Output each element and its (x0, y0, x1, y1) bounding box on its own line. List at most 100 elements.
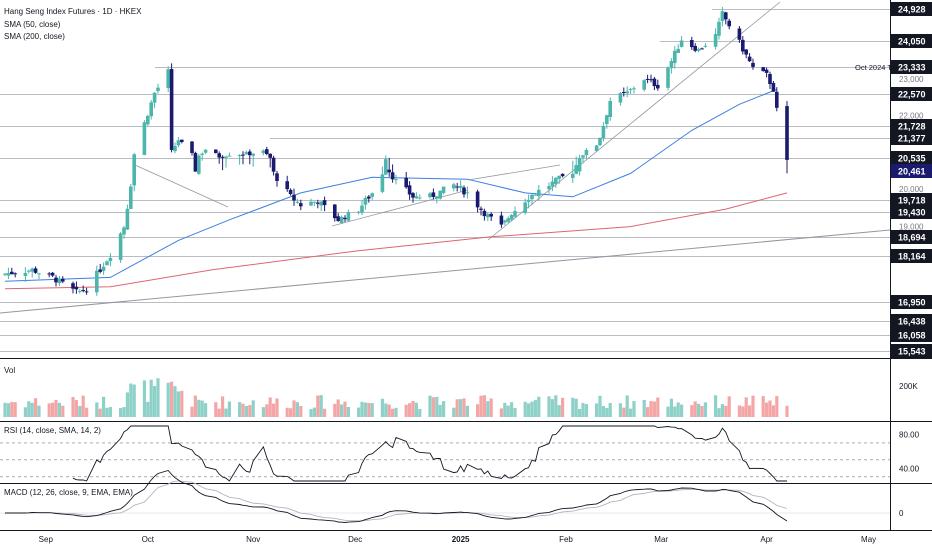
last-price-badge (891, 164, 932, 178)
trendline-oct-consolidation (134, 164, 229, 208)
volume-bar (595, 403, 599, 417)
candle-body (237, 155, 242, 157)
level-price-label: 19,718 (898, 196, 926, 206)
volume-bars (3, 378, 789, 417)
candle-body (54, 277, 58, 283)
candle-body (394, 179, 398, 181)
volume-bar (10, 402, 14, 417)
volume-bar (625, 395, 629, 417)
candle-body (360, 205, 364, 213)
volume-bar (438, 404, 442, 417)
candle-body (333, 204, 337, 219)
volume-bar (217, 408, 221, 417)
candle-body (679, 40, 684, 47)
volume-bar (316, 395, 320, 417)
volume-bar (47, 403, 51, 417)
candle-body (220, 156, 225, 158)
candle-body (618, 93, 623, 103)
candle-body (744, 49, 748, 55)
sma50-legend[interactable]: SMA (50, close) (4, 20, 61, 29)
candle-body (560, 173, 565, 177)
volume-bar (261, 407, 265, 417)
candle-body (193, 152, 198, 172)
candle-body (248, 151, 252, 156)
candle-body (761, 67, 765, 72)
sma50-line (4, 88, 777, 282)
candle-body (176, 140, 181, 146)
volume-bar (571, 397, 575, 417)
volume-bar (13, 402, 17, 417)
candle-body (101, 266, 106, 271)
volume-bar (37, 405, 41, 417)
volume-bar (765, 402, 769, 417)
volume-bar (176, 391, 180, 417)
macd-pane-label[interactable]: MACD (12, 26, close, 9, EMA, EMA) (4, 488, 133, 497)
candle-body (771, 82, 776, 92)
time-tick-label: Sep (39, 535, 54, 544)
volume-bar (346, 406, 350, 417)
candle-body (156, 87, 160, 92)
candle-body (261, 150, 266, 154)
volume-bar (649, 401, 653, 417)
volume-bar (108, 406, 112, 417)
volume-bar (533, 400, 537, 417)
trendlines (0, 1, 891, 314)
volume-bar (578, 408, 582, 417)
volume-bar (173, 386, 177, 417)
candle-body (241, 154, 245, 156)
candle-body (47, 273, 51, 275)
volume-bar (703, 402, 707, 417)
volume-bar (656, 397, 660, 417)
sma200-legend[interactable]: SMA (200, close) (4, 32, 65, 41)
volume-bar (741, 406, 745, 417)
sma200-line-group (4, 192, 788, 290)
candle-body (537, 189, 541, 197)
candle-body (339, 216, 344, 224)
candle-body (598, 137, 602, 146)
candle-body (741, 39, 745, 52)
volume-bar (102, 396, 106, 417)
volume-bar (23, 407, 27, 417)
volume-bar (690, 405, 694, 417)
candle-body (152, 92, 157, 103)
candle-body (441, 186, 446, 193)
volume-bar (166, 382, 170, 417)
volume-bar (601, 405, 605, 417)
volume-bar (363, 402, 367, 417)
candle-body (285, 181, 289, 190)
rsi-pane-label[interactable]: RSI (14, close, SMA, 14, 2) (4, 426, 101, 435)
candle-body (458, 185, 463, 188)
volume-bar (414, 402, 418, 417)
candle-body (509, 215, 514, 220)
candle-body (571, 173, 575, 178)
candle-body (180, 139, 184, 142)
price-axis: 23,000 22,000 20,000 19,000 24,928 24,050 23,3… (855, 2, 932, 391)
volume-bar (333, 403, 337, 417)
candle-body (380, 174, 385, 192)
candle-body (669, 61, 674, 69)
candle-body (526, 199, 531, 202)
volume-bar (428, 395, 432, 417)
candle-body (411, 193, 415, 198)
volume-bar (459, 399, 463, 417)
candle-body (632, 88, 636, 90)
candle-body (200, 153, 204, 155)
candle-body (3, 273, 7, 275)
candle-body (717, 21, 721, 36)
candle-body (554, 177, 558, 184)
macd-tick-label: 0 (899, 509, 904, 518)
candle-body (523, 202, 527, 213)
candle-body (533, 194, 538, 196)
volume-bar (142, 380, 146, 417)
trendline-jan-channel (467, 164, 561, 181)
volume-bar (737, 405, 741, 417)
trendline-rally-channel (487, 1, 781, 241)
candle-body (455, 186, 459, 188)
volume-pane-label[interactable]: Vol (4, 366, 16, 375)
candle-body (346, 212, 351, 221)
candle-body (142, 122, 147, 155)
candle-body (190, 141, 194, 153)
candle-body (125, 208, 130, 230)
candle-body (506, 218, 510, 222)
